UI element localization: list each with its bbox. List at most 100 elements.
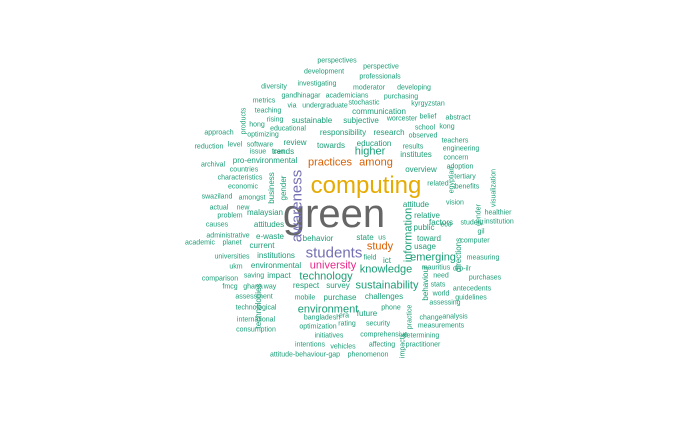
word-computer: computer [460,237,490,245]
word-institutions: institutions [257,251,295,260]
word-fmcg: fmcg [222,283,238,291]
word-actual: actual [209,204,229,212]
word-future: future [356,309,378,318]
word-planet: planet [222,239,242,247]
word-purchasing: purchasing [383,93,419,101]
word-sustainability: sustainability [355,279,419,292]
word-international: international [236,316,276,324]
word-level: level [227,141,243,149]
word-administrative: administrative [206,232,250,240]
word-mauritius: mauritius [421,264,451,272]
word-related: related [427,180,449,188]
word-practices: practices [307,156,353,169]
word-developing: developing [397,84,431,92]
word-mobile: mobile [294,294,316,302]
word-review: review [283,138,307,147]
word-computing: computing [310,172,422,199]
word-gil: gil [477,228,485,236]
word-kyrgyzstan: kyrgyzstan [411,100,445,108]
word-student: student [460,219,484,227]
word-attitudes: attitudes [253,220,285,229]
word-behavior: behavior [302,234,334,243]
word-vehicles: vehicles [330,343,356,351]
word-development: development [303,68,345,76]
word-teaching: teaching [254,107,282,115]
word-school: school [414,124,436,132]
word-egyptian: egyptian [448,166,456,194]
word-comparison: comparison [201,275,239,283]
word-institution: institution [484,218,514,226]
word-vision: vision [446,199,464,207]
word-issue: issue [249,148,267,156]
word-healthier: healthier [484,209,512,217]
word-rating: rating [338,320,356,328]
word-approach: approach [204,129,234,137]
word-engineering: engineering [442,145,480,153]
word-eco: eco [440,221,452,229]
word-investigating: investigating [297,80,337,88]
word-perspective: perspective [363,63,399,71]
word-assessment: assessment [235,293,273,301]
word-usage: usage [414,242,436,251]
word-ict: ict [383,256,391,265]
word-results: results [402,143,424,151]
word-archival: archival [200,161,226,169]
word-way: way [263,283,277,291]
word-optimization: optimization [299,323,337,331]
word-assessing: assessing [429,299,461,307]
word-hong: hong [249,121,265,129]
word-world: world [432,290,450,298]
word-visualization: visualization [490,168,498,208]
word-sustainable: sustainable [291,116,333,125]
word-relative: relative [414,211,440,220]
word-attitude-behaviour-gap: attitude-behaviour-gap [269,351,341,359]
word-purchases: purchases [468,274,502,282]
word-environmental: environmental [250,261,302,270]
word-stochastic: stochastic [348,99,380,107]
word-analysis: analysis [442,313,468,321]
word-software: software [246,141,274,149]
word-knowledge: knowledge [359,263,413,276]
word-rising: rising [266,116,284,124]
word-pro-environmental: pro-environmental [232,156,298,165]
word-diversity: diversity [261,83,287,91]
word-technology: technology [299,270,353,283]
word-intentions: intentions [295,341,325,349]
word-drp-ilr: drp-ilr [453,265,471,273]
word-survey: survey [326,281,350,290]
word-impacts: impacts [399,333,407,359]
word-responsibility: responsibility [319,128,367,137]
word-can: can [273,148,285,156]
word-benefits: benefits [454,183,480,191]
word-reduction: reduction [194,143,224,151]
word-respect: respect [292,281,320,290]
word-observed: observed [408,132,438,140]
word-state: state [356,233,374,242]
word-trends: trends [271,147,295,156]
word-phone: phone [381,304,401,312]
word-attitude: attitude [402,200,430,209]
word-green: green [282,192,386,236]
word-higher: higher [354,145,386,158]
word-concern: concern [443,154,469,162]
word-purchase: purchase [323,293,357,302]
word-metrics: metrics [252,97,276,105]
word-determining: determining [402,332,440,340]
word-kong: kong [439,123,455,131]
word-field: field [363,254,377,262]
word-professionals: professionals [359,73,401,81]
word-comprehensive: comprehensive [360,331,408,339]
word-optimizing: optimizing [247,131,279,139]
word-causes: causes [205,221,229,229]
word-adoption: adoption [446,163,474,171]
word-subjective: subjective [343,116,379,125]
word-university: university [309,259,357,272]
word-technological: technological [235,304,277,312]
word-saving: saving [243,272,265,280]
word-impact: impact [267,271,291,280]
word-initiatives: initiatives [314,332,344,340]
word-phenomenon: phenomenon [347,351,389,359]
word-research: research [373,128,405,137]
word-change: change [419,314,443,322]
